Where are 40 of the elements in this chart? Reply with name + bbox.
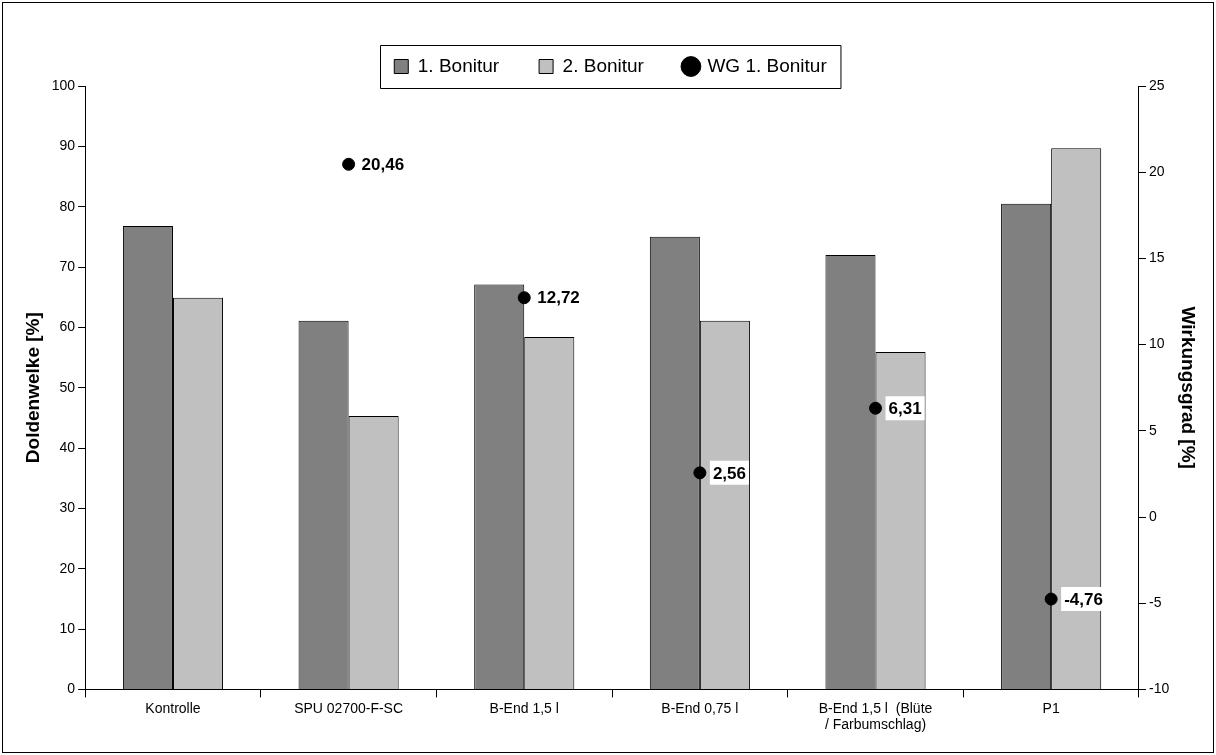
y-tick-label: 100 — [51, 76, 76, 93]
legend-label: 1. Bonitur — [417, 54, 500, 76]
legend-label: WG 1. Bonitur — [707, 54, 828, 76]
legend-label: 2. Bonitur — [562, 54, 645, 76]
y-axis-title: Doldenwelke [%] — [21, 312, 43, 464]
point — [869, 401, 883, 415]
x-tick-label: B-End 1,5 l — [489, 699, 559, 716]
y2-tick-label: 15 — [1148, 249, 1165, 266]
y2-tick-label: 0 — [1148, 507, 1157, 524]
y2-tick-label: 25 — [1148, 76, 1165, 93]
x-tick-label: P1 — [1042, 699, 1060, 716]
y-tick-label: 30 — [59, 499, 76, 516]
y-tick-label: 80 — [59, 197, 76, 214]
x-tick-label: B-End 0,75 l — [661, 699, 739, 716]
point — [517, 291, 531, 305]
point — [693, 466, 707, 480]
y2-tick-label: -5 — [1148, 594, 1162, 611]
x-tick-label: B-End 1,5 l (Blüte / Farbumschlag) — [818, 699, 933, 733]
y-tick-label: 90 — [59, 137, 76, 154]
data-label: 6,31 — [888, 398, 922, 418]
y-tick-label: 10 — [59, 619, 76, 636]
x-tick-label: Kontrolle — [145, 699, 201, 716]
y-tick-label: 50 — [59, 378, 76, 395]
y-tick-label: 20 — [59, 559, 76, 576]
y2-axis-title: Wirkungsgrad [%] — [1178, 306, 1200, 469]
y-tick-label: 70 — [59, 257, 76, 274]
data-label: 2,56 — [712, 463, 746, 483]
data-label: 12,72 — [537, 288, 580, 308]
point — [1044, 592, 1058, 606]
y-tick-label: 40 — [59, 438, 76, 455]
y2-tick-label: 5 — [1148, 421, 1157, 438]
y-tick-label: 60 — [59, 318, 76, 335]
y2-tick-label: -10 — [1148, 680, 1170, 697]
y-tick-label: 0 — [67, 680, 76, 697]
data-label: -4,76 — [1064, 589, 1103, 609]
data-label: 20,46 — [361, 154, 405, 174]
point — [342, 157, 356, 171]
x-tick-label: SPU 02700-F-SC — [294, 699, 404, 716]
y2-tick-label: 20 — [1148, 163, 1165, 180]
y2-tick-label: 10 — [1148, 335, 1165, 352]
